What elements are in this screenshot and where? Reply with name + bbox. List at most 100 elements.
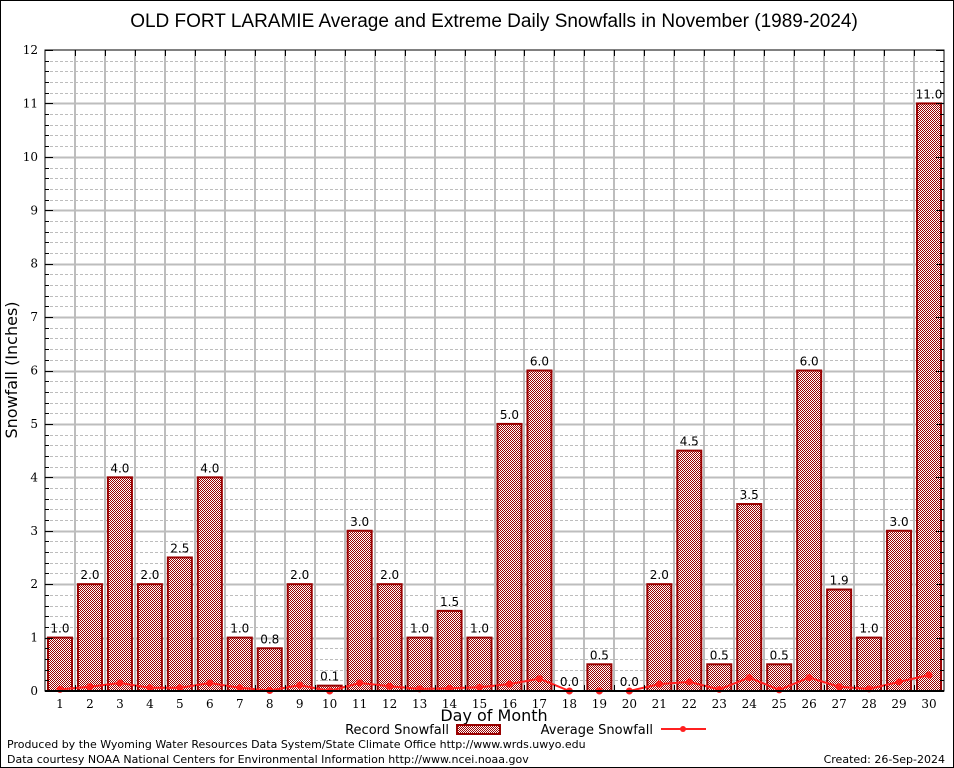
average-line: [56, 671, 933, 695]
average-point-day-5: [176, 684, 184, 692]
x-tick-label: 29: [891, 697, 906, 711]
bar-value-label: 0.5: [710, 648, 729, 662]
x-tick-label: 19: [592, 697, 607, 711]
x-tick-label: 23: [712, 697, 727, 711]
x-tick-label: 22: [682, 697, 697, 711]
x-tick-label: 3: [116, 697, 124, 711]
y-tick-label: 0: [30, 684, 38, 698]
bar-day-13: [406, 636, 433, 692]
bar-day-19: [586, 663, 613, 693]
y-tick-label: 1: [30, 631, 38, 645]
bar-value-label: 2.0: [80, 568, 99, 582]
bar-value-label: 0.8: [260, 632, 279, 646]
bar-value-label: 2.0: [290, 568, 309, 582]
bar-day-22: [676, 449, 703, 692]
x-tick-label: 24: [742, 697, 758, 711]
bar-day-30: [916, 102, 943, 692]
bar-value-label: 1.5: [440, 595, 459, 609]
average-point-day-17: [535, 675, 543, 683]
average-point-day-3: [116, 679, 124, 687]
footer-created-date: Created: 26-Sep-2024: [824, 753, 945, 766]
legend-label-record: Record Snowfall: [345, 723, 449, 738]
x-tick-label: 16: [502, 697, 517, 711]
bar-day-28: [856, 636, 883, 692]
bar-value-label: 1.0: [860, 622, 879, 636]
bar-value-label: 3.0: [350, 515, 369, 529]
x-tick-label: 11: [352, 697, 367, 711]
bar-day-15: [466, 636, 493, 692]
bar-value-label: 0.5: [590, 648, 609, 662]
average-point-day-30: [925, 671, 933, 679]
y-tick-label: 2: [30, 577, 38, 591]
average-point-day-15: [476, 683, 484, 691]
average-point-day-21: [655, 680, 663, 688]
y-tick-label: 9: [30, 203, 38, 217]
average-point-day-22: [685, 678, 693, 686]
x-tick-label: 18: [562, 697, 577, 711]
bar-value-label: 2.0: [140, 568, 159, 582]
bar-day-27: [826, 588, 853, 693]
average-point-day-6: [206, 679, 214, 687]
bar-value-label: 2.0: [650, 568, 669, 582]
bar-day-9: [286, 583, 313, 693]
average-point-day-2: [86, 683, 94, 691]
y-tick-label: 5: [30, 417, 38, 431]
bar-value-label: 3.5: [740, 488, 759, 502]
bar-value-label: 1.0: [230, 622, 249, 636]
bar-day-6: [196, 476, 223, 693]
bar-labels: 1.0 2.0 4.0 2.0 2.5 4.0 1.0 0.8 2.0 0.1 3.0 2.0 1.0 1…: [50, 87, 942, 689]
legend-marker-average: [680, 726, 686, 732]
average-point-day-12: [386, 682, 394, 690]
bar-value-label: 1.9: [830, 574, 849, 588]
bar-day-2: [76, 583, 103, 693]
bar-day-17: [526, 369, 553, 692]
bar-day-12: [376, 583, 403, 693]
average-point-day-16: [505, 680, 513, 688]
bar-value-label: 2.5: [170, 541, 189, 555]
average-point-day-26: [805, 674, 813, 682]
legend: Record Snowfall Average Snowfall: [345, 723, 706, 738]
average-point-day-27: [835, 683, 843, 691]
average-point-day-24: [745, 674, 753, 682]
bar-day-4: [136, 583, 163, 693]
average-point-day-4: [146, 684, 154, 692]
bar-value-label: 3.0: [890, 515, 909, 529]
x-tick-label: 20: [622, 697, 637, 711]
bar-value-label: 1.0: [50, 622, 69, 636]
bar-value-label: 0.1: [320, 670, 339, 684]
bar-day-1: [46, 636, 73, 692]
bar-day-3: [106, 476, 133, 693]
x-tick-label: 8: [266, 697, 274, 711]
x-tick-label: 12: [382, 697, 397, 711]
bar-value-label: 4.0: [110, 461, 129, 475]
bar-day-24: [736, 503, 763, 692]
grid: [45, 50, 944, 691]
x-tick-label: 6: [206, 697, 214, 711]
x-tick-label: 25: [772, 697, 787, 711]
x-tick-label: 17: [532, 697, 547, 711]
x-tick-label: 14: [442, 697, 458, 711]
x-tick-label: 21: [652, 697, 667, 711]
y-tick-label: 11: [23, 96, 38, 110]
bar-day-14: [436, 609, 463, 692]
bar-value-label: 0.0: [560, 675, 579, 689]
bar-day-8: [256, 647, 283, 692]
bar-value-label: 5.0: [500, 408, 519, 422]
x-tick-label: 10: [322, 697, 337, 711]
footer-data-courtesy: Data courtesy NOAA National Centers for …: [7, 753, 529, 766]
bar-day-11: [346, 529, 373, 692]
bar-value-label: 4.0: [200, 461, 219, 475]
bar-day-16: [496, 422, 523, 692]
bar-value-label: 6.0: [800, 355, 819, 369]
bar-day-26: [796, 369, 823, 692]
x-tick-label: 13: [412, 697, 427, 711]
footer-produced-by: Produced by the Wyoming Water Resources …: [7, 738, 586, 751]
legend-label-average: Average Snowfall: [541, 723, 653, 738]
bar-day-21: [646, 583, 673, 693]
average-point-day-25: [775, 686, 783, 694]
y-tick-label: 10: [23, 150, 38, 164]
average-series-line: [59, 674, 930, 693]
chart-title: OLD FORT LARAMIE Average and Extreme Dai…: [130, 11, 858, 32]
bar-value-label: 6.0: [530, 355, 549, 369]
